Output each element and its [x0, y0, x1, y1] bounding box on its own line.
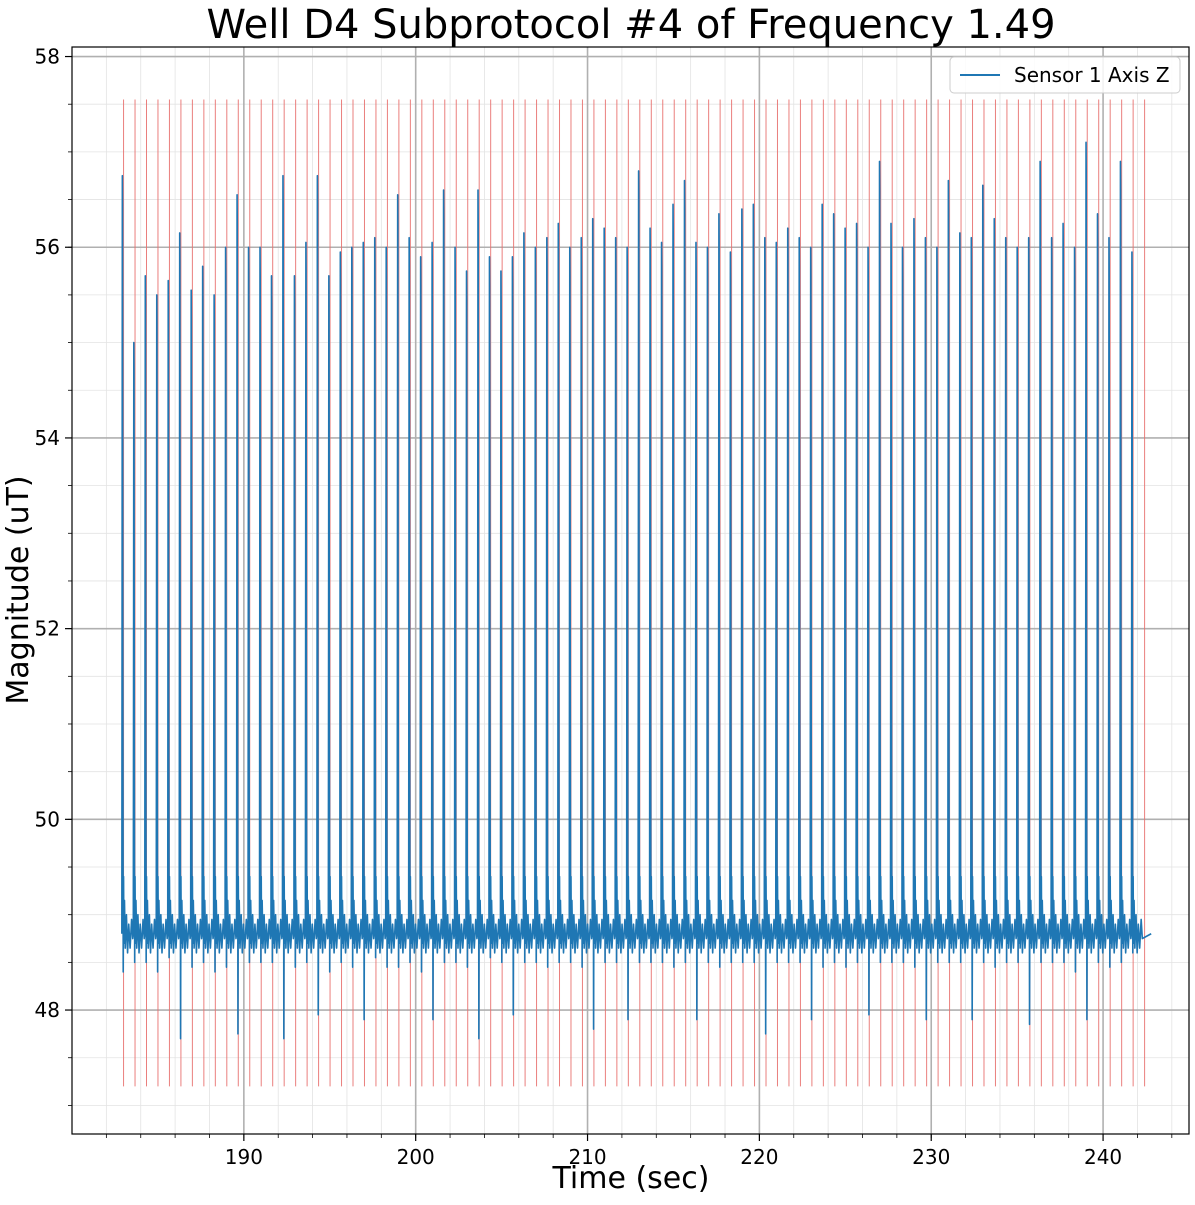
y-axis-label: Magnitude (uT) [1, 475, 36, 704]
chart-title: Well D4 Subprotocol #4 of Frequency 1.49 [206, 2, 1055, 48]
x-tick-label: 190 [225, 1145, 263, 1169]
y-tick-label: 54 [35, 426, 60, 450]
legend: Sensor 1 Axis Z [949, 56, 1181, 94]
series-layer [121, 141, 1152, 1040]
y-tick-label: 48 [35, 998, 60, 1022]
legend-label: Sensor 1 Axis Z [1014, 63, 1170, 87]
y-tick-label: 52 [35, 617, 60, 641]
x-tick-label: 200 [397, 1145, 435, 1169]
x-axis-label: Time (sec) [552, 1161, 710, 1196]
y-tick-label: 50 [35, 807, 60, 831]
x-tick-label: 230 [912, 1145, 950, 1169]
x-tick-label: 240 [1084, 1145, 1122, 1169]
axis-ticks: 190 200 210 220 230 240 48 50 52 54 56 58 [35, 45, 1173, 1169]
major-grid [72, 47, 1189, 1134]
x-tick-label: 220 [740, 1145, 778, 1169]
plot-frame [71, 46, 1190, 1135]
y-tick-label: 56 [35, 235, 60, 259]
series-line [121, 141, 1152, 1040]
y-tick-label: 58 [35, 45, 60, 69]
legend-box [949, 56, 1181, 94]
x-tick-label: 210 [568, 1145, 606, 1169]
